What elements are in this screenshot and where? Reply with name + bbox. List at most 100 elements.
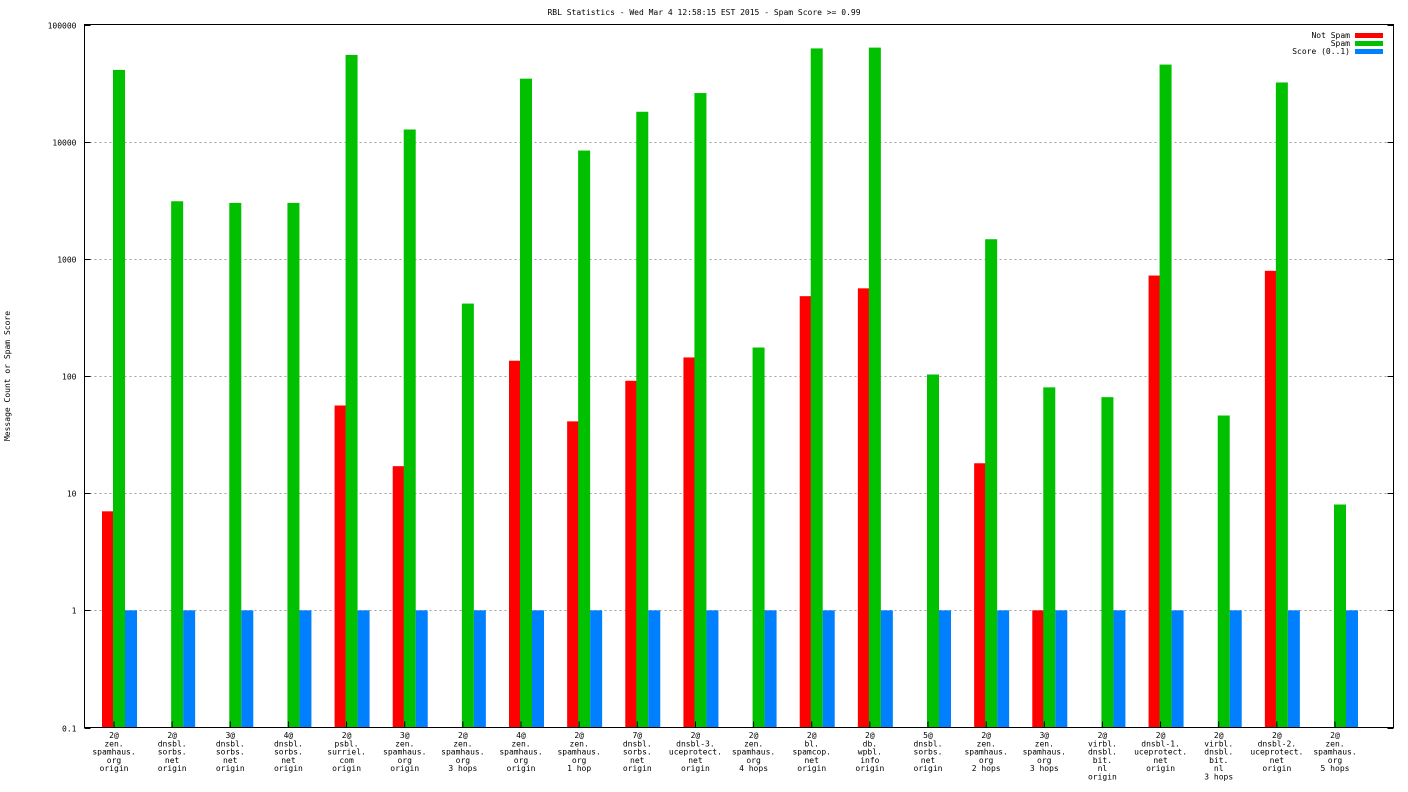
x-tick-label-line: origin bbox=[216, 764, 245, 773]
x-tick-label-line: 5 hops bbox=[1321, 764, 1350, 773]
bar-spam bbox=[927, 374, 939, 728]
x-tick-label-line: dnsbl. bbox=[1204, 748, 1233, 757]
x-tick-label-line: virbl. bbox=[1088, 739, 1117, 748]
bar-spam bbox=[1217, 415, 1230, 728]
bar-score-0-1 bbox=[1055, 610, 1068, 728]
x-tick-label-line: net bbox=[1153, 756, 1168, 765]
x-tick-label-line: 2@ bbox=[167, 731, 177, 740]
legend-swatch bbox=[1355, 41, 1383, 46]
x-tick-label-line: 2@ bbox=[981, 731, 991, 740]
bar-score-0-1 bbox=[1171, 610, 1184, 728]
bar-score-0-1 bbox=[183, 610, 196, 728]
bar-score-0-1 bbox=[880, 610, 893, 728]
x-tick-label-line: spamhaus. bbox=[557, 748, 600, 757]
bar-spam bbox=[403, 129, 416, 728]
x-tick-label-line: origin bbox=[681, 764, 710, 773]
bar-spam bbox=[1275, 82, 1288, 728]
x-tick-label-line: net bbox=[281, 756, 296, 765]
x-tick-label-line: surriel. bbox=[327, 748, 366, 757]
bar-not-spam bbox=[857, 288, 870, 728]
x-tick-label-line: 2 hops bbox=[972, 764, 1001, 773]
x-tick-label: 2@virbl.dnsbl.bit.nl3 hops bbox=[1204, 731, 1233, 782]
bar-spam bbox=[752, 347, 765, 728]
x-tick-label-line: 3@ bbox=[225, 731, 235, 740]
x-tick-label-line: 7@ bbox=[632, 731, 642, 740]
x-tick-label-line: 4@ bbox=[284, 731, 294, 740]
x-tick-label-line: net bbox=[804, 756, 819, 765]
x-tick-label-line: uceprotect. bbox=[1134, 748, 1187, 757]
y-axis-label: Message Count or Spam Score bbox=[3, 311, 12, 441]
x-tick-label-line: spamhaus. bbox=[383, 748, 426, 757]
x-tick-label-line: net bbox=[165, 756, 180, 765]
x-tick-label-line: spamhaus. bbox=[1023, 748, 1066, 757]
x-tick-label-line: 2@ bbox=[807, 731, 817, 740]
legend-label: Not Spam bbox=[1311, 31, 1350, 40]
x-tick-label-line: bit. bbox=[1209, 756, 1228, 765]
bar-spam bbox=[1334, 504, 1346, 728]
x-tick-label-line: zen. bbox=[977, 739, 996, 748]
y-tick-label: 10 bbox=[67, 490, 77, 499]
x-tick-label-line: org bbox=[572, 756, 587, 765]
x-tick-label-line: origin bbox=[623, 764, 652, 773]
bar-spam bbox=[1043, 387, 1056, 728]
bar-not-spam bbox=[1264, 270, 1277, 728]
x-tick-label-line: net bbox=[1270, 756, 1285, 765]
x-tick-label-line: origin bbox=[797, 764, 826, 773]
x-tick-label-line: 2@ bbox=[1098, 731, 1108, 740]
x-tick-label-line: uceprotect. bbox=[669, 748, 722, 757]
x-tick-label-line: 2@ bbox=[458, 731, 468, 740]
bar-not-spam bbox=[683, 357, 696, 728]
bar-spam bbox=[287, 202, 300, 728]
bar-spam bbox=[578, 150, 591, 728]
x-tick-label-line: org bbox=[107, 756, 122, 765]
x-tick-label-line: 2@ bbox=[865, 731, 875, 740]
x-tick-label-line: dnsbl. bbox=[914, 739, 943, 748]
x-tick-label-line: origin bbox=[1262, 764, 1291, 773]
x-tick-label-line: 2@ bbox=[109, 731, 119, 740]
x-tick-label-line: spamcop. bbox=[792, 748, 831, 757]
bar-score-0-1 bbox=[125, 610, 137, 728]
legend-label: Score (0..1) bbox=[1292, 47, 1350, 56]
x-tick-label-line: org bbox=[514, 756, 529, 765]
bar-score-0-1 bbox=[706, 610, 719, 728]
bar-score-0-1 bbox=[299, 610, 312, 728]
bar-score-0-1 bbox=[1113, 610, 1126, 728]
x-tick-label-line: db. bbox=[863, 739, 877, 748]
bar-not-spam bbox=[392, 466, 405, 728]
x-tick-label-line: zen. bbox=[744, 739, 763, 748]
bar-spam bbox=[1101, 397, 1114, 728]
x-tick-label-line: origin bbox=[158, 764, 187, 773]
bar-spam bbox=[810, 48, 823, 728]
x-tick-label-line: 4@ bbox=[516, 731, 526, 740]
y-tick-label: 1 bbox=[72, 607, 77, 616]
grid bbox=[84, 142, 1394, 611]
x-tick-label-line: bl. bbox=[804, 739, 818, 748]
x-tick-label-line: org bbox=[397, 756, 412, 765]
x-tick-label-line: zen. bbox=[511, 739, 530, 748]
x-tick-label-line: nl bbox=[1098, 764, 1108, 773]
x-tick-label-line: sorbs. bbox=[623, 748, 652, 757]
x-tick-label-line: zen. bbox=[1325, 739, 1344, 748]
bar-spam bbox=[694, 93, 707, 728]
x-tick-label-line: dnsbl-2. bbox=[1258, 739, 1297, 748]
bar-spam bbox=[113, 69, 125, 728]
bar-spam bbox=[985, 239, 998, 728]
x-tick-label-line: dnsbl. bbox=[274, 739, 303, 748]
bar-score-0-1 bbox=[532, 610, 544, 728]
bar-not-spam bbox=[625, 380, 638, 728]
bar-score-0-1 bbox=[473, 610, 486, 728]
bar-not-spam bbox=[567, 421, 580, 728]
